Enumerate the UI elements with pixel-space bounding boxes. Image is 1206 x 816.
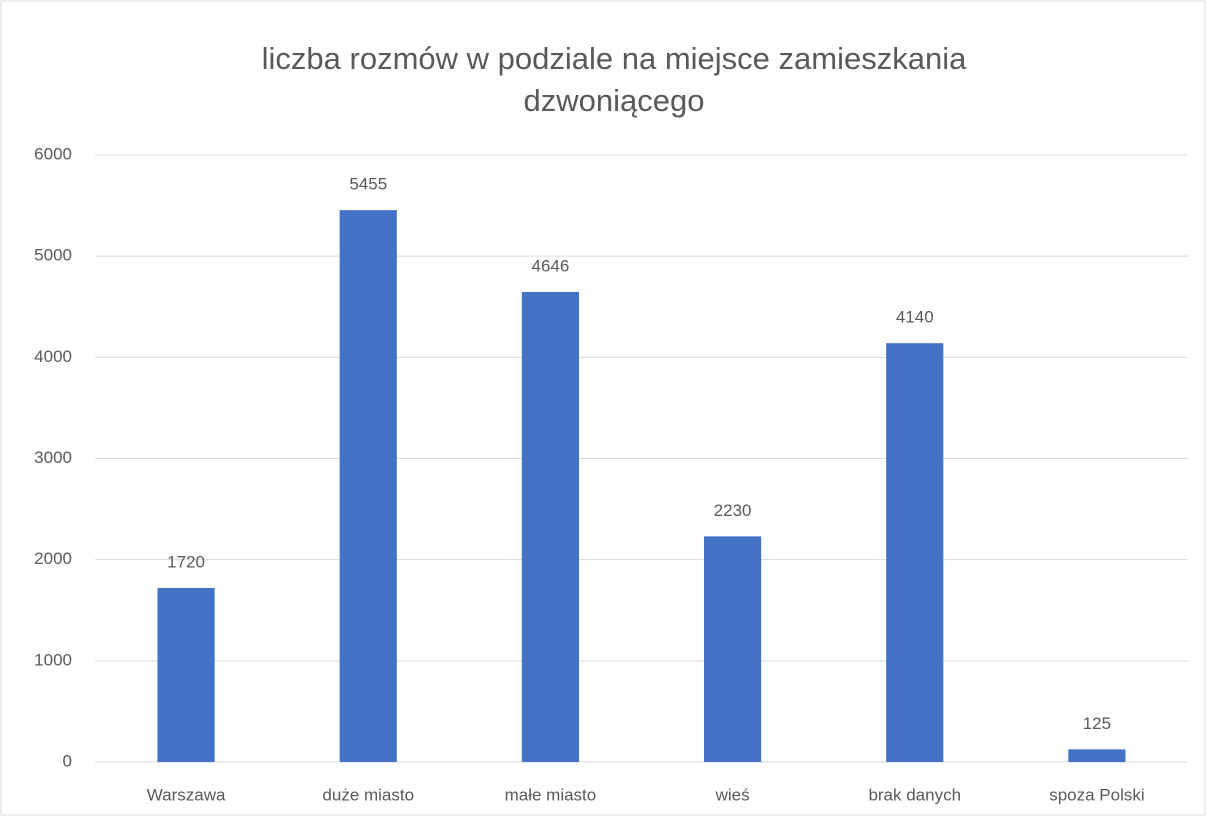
value-label: 1720 (167, 552, 205, 571)
x-tick-label: duże miasto (322, 785, 414, 804)
value-label: 2230 (714, 501, 752, 520)
y-tick-label: 2000 (34, 549, 72, 568)
bar (1068, 749, 1126, 762)
x-tick-label: Warszawa (147, 785, 226, 804)
x-tick-label: spoza Polski (1049, 785, 1144, 804)
bar (886, 343, 944, 762)
bar (521, 291, 580, 762)
y-tick-label: 6000 (34, 144, 72, 163)
y-tick-label: 4000 (34, 347, 72, 366)
x-tick-label: wieś (715, 785, 750, 804)
y-tick-label: 3000 (34, 448, 72, 467)
bar (157, 587, 215, 762)
value-label: 4646 (532, 256, 570, 275)
value-label: 125 (1083, 714, 1111, 733)
bar (703, 536, 762, 762)
x-tick-label: brak danych (868, 785, 961, 804)
x-tick-label: małe miasto (505, 785, 597, 804)
value-label: 4140 (896, 308, 934, 327)
y-tick-label: 1000 (34, 650, 72, 669)
y-tick-label: 5000 (34, 246, 72, 265)
bar (339, 210, 397, 762)
chart-title: liczba rozmów w podziale na miejsce zami… (261, 41, 967, 118)
value-label: 5455 (349, 175, 387, 194)
y-tick-label: 0 (63, 751, 72, 770)
